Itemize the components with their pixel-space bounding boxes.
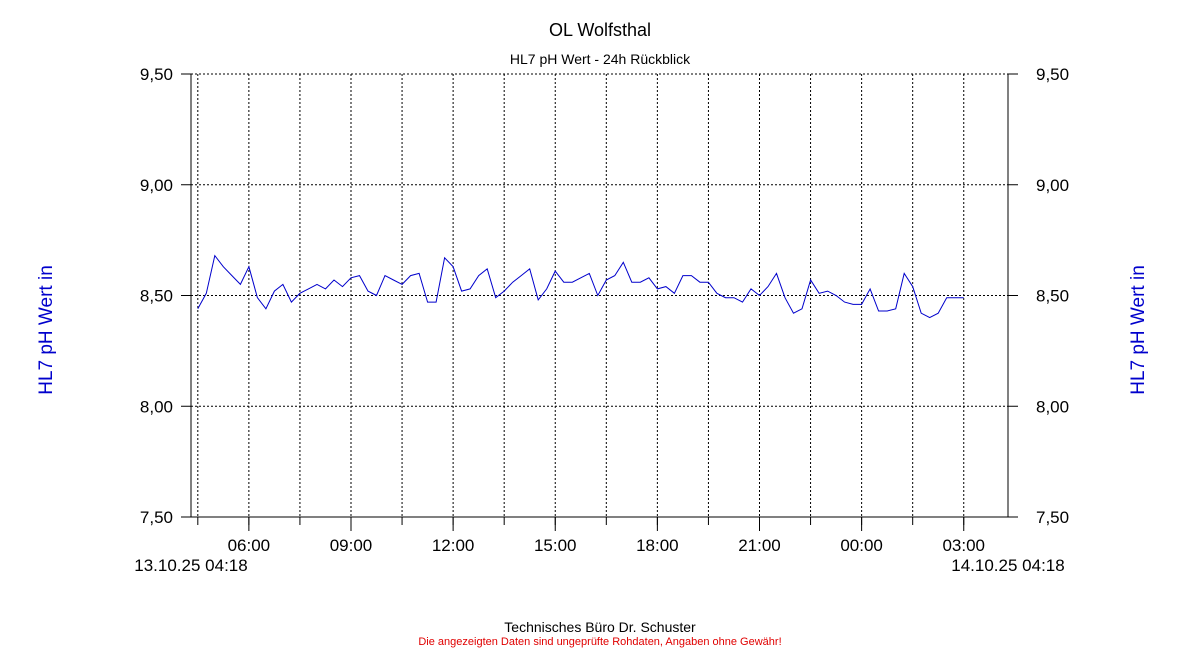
x-tick-label: 06:00 bbox=[228, 536, 271, 555]
y-tick-label-left: 8,50 bbox=[140, 287, 173, 306]
grid bbox=[191, 73, 1008, 518]
x-tick-label: 09:00 bbox=[330, 536, 373, 555]
y-tick-label-left: 8,00 bbox=[140, 397, 173, 416]
ph-series-line bbox=[197, 254, 964, 319]
y-tick-label-right: 7,50 bbox=[1036, 508, 1069, 527]
y-tick-label-right: 9,00 bbox=[1036, 176, 1069, 195]
axes bbox=[181, 73, 1018, 531]
y-tick-label-left: 9,00 bbox=[140, 176, 173, 195]
x-tick-label: 21:00 bbox=[738, 536, 781, 555]
series-layer bbox=[197, 254, 964, 319]
y-tick-label-left: 7,50 bbox=[140, 508, 173, 527]
x-tick-label: 03:00 bbox=[942, 536, 985, 555]
chart-subtitle: HL7 pH Wert - 24h Rückblick bbox=[510, 51, 691, 67]
y-axis-label-right: HL7 pH Wert in bbox=[1128, 265, 1149, 395]
tick-labels: 7,50 7,50 8,00 8,00 8,50 8,50 9,00 9,00 9,50 9,50… bbox=[140, 65, 1069, 555]
footer-company: Technisches Büro Dr. Schuster bbox=[504, 619, 696, 635]
y-tick-label-right: 8,50 bbox=[1036, 287, 1069, 306]
y-tick-label-right: 8,00 bbox=[1036, 397, 1069, 416]
footer-disclaimer: Die angezeigten Daten sind ungeprüfte Ro… bbox=[418, 636, 781, 648]
x-tick-label: 15:00 bbox=[534, 536, 577, 555]
chart-title: OL Wolfsthal bbox=[549, 20, 651, 40]
x-tick-label: 00:00 bbox=[840, 536, 883, 555]
y-tick-label-left: 9,50 bbox=[140, 65, 173, 84]
y-tick-label-right: 9,50 bbox=[1036, 65, 1069, 84]
x-tick-label: 18:00 bbox=[636, 536, 679, 555]
end-datetime-label: 14.10.25 04:18 bbox=[951, 556, 1064, 575]
y-axis-label-left: HL7 pH Wert in bbox=[36, 265, 57, 395]
x-tick-label: 12:00 bbox=[432, 536, 475, 555]
start-datetime-label: 13.10.25 04:18 bbox=[134, 556, 247, 575]
